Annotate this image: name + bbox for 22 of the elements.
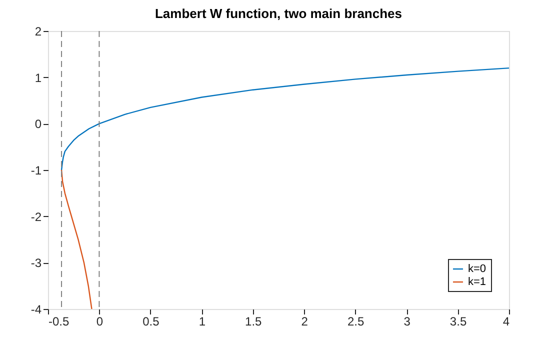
y-tick-label: -4: [30, 302, 42, 316]
y-tick-label: 2: [34, 24, 42, 38]
x-tick-label: 1.5: [245, 314, 262, 328]
chart-title: Lambert W function, two main branches: [154, 6, 402, 21]
y-tick-label: -3: [30, 256, 42, 270]
y-tick-label: 1: [34, 70, 42, 85]
x-tick-label: 2.5: [347, 314, 364, 328]
line-series: [60, 169, 92, 309]
legend-label: k=0: [468, 263, 486, 275]
legend-label: k=1: [468, 276, 486, 288]
x-tick-label: -0.5: [48, 314, 70, 328]
x-tick-label: 0: [96, 314, 104, 328]
x-tick-label: 0.5: [142, 314, 160, 328]
y-tick-label: -2: [30, 210, 42, 224]
x-tick-label: 4: [502, 314, 510, 328]
x-tick-label: 1: [198, 314, 206, 328]
x-tick-label: 3: [404, 314, 411, 328]
y-tick-label: 0: [34, 117, 42, 132]
y-tick-label: -1: [30, 164, 42, 178]
x-tick-label: 3.5: [450, 314, 467, 328]
line-series: [60, 67, 509, 171]
x-tick-label: 2: [301, 314, 308, 328]
